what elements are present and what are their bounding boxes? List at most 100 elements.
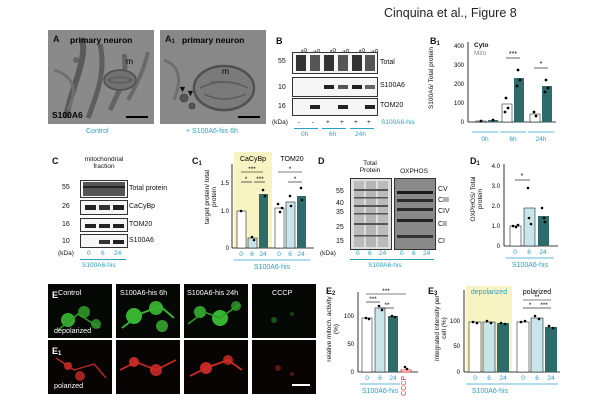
d1-letter-main: D bbox=[470, 156, 477, 166]
xtick: 6 bbox=[368, 250, 372, 257]
b1-bar-cyto-24h bbox=[529, 113, 541, 123]
blot-s100a6 bbox=[292, 77, 378, 97]
b1-ytick: 0 bbox=[461, 120, 465, 126]
d1-signif: * bbox=[521, 173, 524, 180]
e2-points bbox=[364, 304, 409, 371]
e2-ytick: 50 bbox=[347, 342, 354, 348]
fluor-e-control bbox=[48, 284, 112, 338]
c1-letter-main: C bbox=[192, 156, 199, 166]
panel-a1-title: primary neuron bbox=[182, 35, 245, 45]
e2-bar bbox=[361, 317, 373, 373]
panel-d1-ylabel: OXPHOS/ Total protein bbox=[470, 176, 484, 222]
b1-xlabel: 6h bbox=[509, 136, 517, 143]
c1-bar bbox=[236, 210, 247, 249]
panel-e3-chart: depolarized polarized 0 50 100 ** * *** … bbox=[450, 286, 560, 395]
bracket-line bbox=[294, 128, 318, 129]
panel-d-mw: 35 bbox=[336, 209, 344, 216]
panel-b1-legend-mito: Mito bbox=[474, 50, 487, 57]
c1-ytick: 1.0 bbox=[221, 209, 230, 215]
xtick: 0 bbox=[356, 250, 360, 257]
blot-c-s100a6 bbox=[80, 234, 128, 248]
xtick: 0 bbox=[87, 250, 91, 257]
e2-xtick: 6 bbox=[378, 375, 382, 382]
fluor-e-24h-img bbox=[184, 284, 248, 338]
fluor-e-control-img bbox=[48, 284, 112, 338]
e2-xtick: 24 bbox=[389, 375, 397, 382]
panel-c-title: mitochondrial fraction bbox=[84, 156, 124, 170]
d1-letter-sub: 1 bbox=[476, 161, 480, 167]
panel-b-row-total: Total bbox=[380, 59, 395, 66]
d1-ytick: 1.0 bbox=[492, 224, 501, 230]
b1-signif: *** bbox=[509, 51, 517, 58]
panel-d-complex: CIV bbox=[438, 208, 450, 215]
c1-signif: *** bbox=[248, 166, 256, 173]
e3-bar bbox=[468, 321, 482, 373]
arrowhead-icon: ▼ bbox=[178, 84, 187, 94]
panel-b1-chart: 0 100 200 300 400 *** * 0h 6h 24h bbox=[454, 42, 556, 143]
panel-d-header-total: Total Protein bbox=[359, 160, 381, 174]
panel-e-letter: E bbox=[52, 290, 59, 300]
scalebar-a1 bbox=[238, 116, 260, 118]
e3-signif: ** bbox=[534, 294, 540, 301]
e2-xtick: 0 bbox=[365, 375, 369, 382]
bracket-line bbox=[322, 128, 346, 129]
b1-ytick: 100 bbox=[454, 101, 465, 107]
b1-ytick: 300 bbox=[454, 63, 465, 69]
c1-bar bbox=[274, 207, 285, 249]
xtick: 24 bbox=[114, 250, 122, 257]
panel-b-mw-16: 16 bbox=[278, 103, 286, 110]
e2-letter-main: E bbox=[326, 286, 333, 296]
d1-bar bbox=[509, 225, 522, 247]
xtick: 0 bbox=[400, 250, 404, 257]
panel-b1-ylabel: S100A6/ Total protein bbox=[428, 46, 435, 110]
panel-c-xticks: 0 6 24 bbox=[80, 250, 126, 259]
blot-d-oxphos-lanes bbox=[395, 179, 435, 249]
e3-signif: *** bbox=[540, 302, 548, 309]
sign: + bbox=[367, 119, 371, 126]
b1-bar-mito-24h bbox=[542, 86, 552, 122]
b1-xlabel: 24h bbox=[536, 136, 547, 143]
d1-bar bbox=[523, 207, 536, 247]
e3-xtick: 0 bbox=[473, 375, 477, 382]
panel-a1-mito-label: m bbox=[222, 66, 230, 76]
b1-points bbox=[479, 68, 550, 123]
e3-xtick: 6 bbox=[487, 375, 491, 382]
e2-bar bbox=[388, 316, 398, 372]
panel-c-kda: (kDa) bbox=[58, 250, 74, 257]
panel-b-kda: (kDa) bbox=[272, 119, 288, 126]
panel-b-row-tom20: TOM20 bbox=[380, 102, 404, 109]
e1-letter-sub: 1 bbox=[58, 351, 62, 357]
c1-bar bbox=[285, 201, 296, 249]
panel-d-mw: 40 bbox=[336, 200, 344, 207]
panel-a: A primary neuron m S100A6 bbox=[48, 30, 154, 124]
panel-c-mw: 26 bbox=[62, 203, 70, 210]
xtick: 24 bbox=[379, 250, 387, 257]
figure-title: Cinquina et al., Figure 8 bbox=[384, 6, 517, 20]
panel-b-row-s100a6: S100A6 bbox=[380, 82, 405, 89]
e3-ytick: 100 bbox=[450, 319, 461, 325]
panel-b-letter: B bbox=[276, 36, 283, 46]
panel-c-row: TOM20 bbox=[129, 221, 153, 228]
arrowhead-icon-2: ▼ bbox=[186, 88, 195, 98]
blot-c-tom20-bands bbox=[85, 224, 124, 228]
d1-ytick: 3.0 bbox=[492, 184, 501, 190]
blot-total bbox=[292, 52, 378, 74]
panel-c-xbracket bbox=[80, 259, 126, 260]
e2-signif: ** bbox=[384, 302, 390, 309]
panel-b1-legend-cyto: Cyto bbox=[474, 42, 489, 49]
sign: - bbox=[298, 119, 301, 126]
sign: + bbox=[354, 119, 358, 126]
panel-c1-letter: C1 bbox=[192, 156, 202, 167]
e3-signif: * bbox=[529, 302, 532, 309]
blot-d-total-lanes bbox=[354, 181, 388, 247]
c1-points bbox=[239, 186, 304, 242]
time-label: 6h bbox=[329, 131, 337, 138]
panel-c-row: Total protein bbox=[129, 185, 168, 192]
c1-xtick: 6 bbox=[288, 251, 292, 258]
c1-signif: * bbox=[245, 176, 248, 183]
blot-c-total-bands bbox=[83, 182, 125, 196]
e2-ytick: 100 bbox=[344, 314, 355, 320]
fluor-e-cccp-img bbox=[252, 284, 316, 338]
c1-bar bbox=[247, 237, 258, 249]
panel-d-letter: D bbox=[318, 156, 325, 166]
